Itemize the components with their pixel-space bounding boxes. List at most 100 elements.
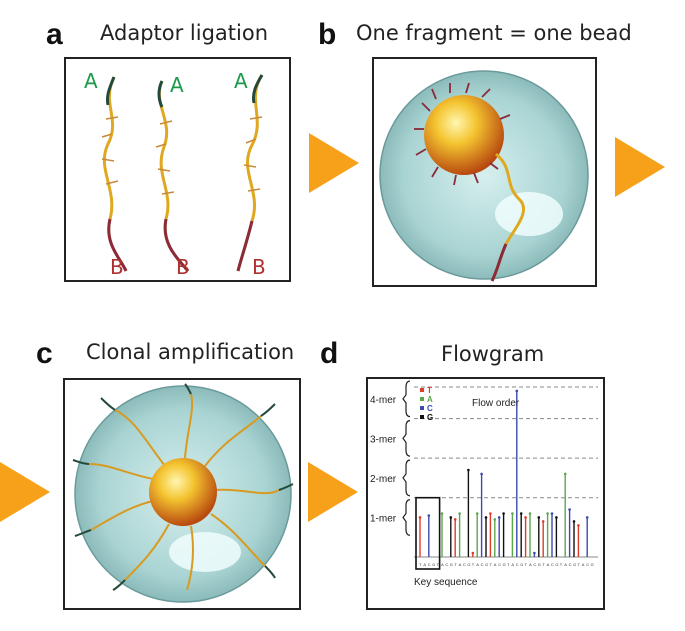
x-tick-label: A [529,562,532,567]
panel-letter-c: c [36,337,53,370]
x-tick-label: T [489,562,492,567]
x-tick-label: T [419,562,422,567]
flowgram-point [546,512,549,515]
flowgram-point [502,512,505,515]
x-tick-label: G [450,562,453,567]
y-tick-label: 1-mer [370,513,397,524]
legend-label: C [427,404,433,413]
key-sequence-box [415,496,441,570]
x-tick-label: T [472,562,475,567]
adaptor-label-b-1: B [110,255,124,279]
flowgram-point [563,472,567,476]
flowgram-point [480,472,483,476]
y-tick-label: 3-mer [370,434,397,445]
flowgram-point [555,516,558,519]
x-tick-label: T [525,562,528,567]
flowgram-point [577,524,580,527]
flowgram-point [458,512,461,515]
panel-title-b: One fragment = one bead [356,21,632,45]
x-tick-label: A [476,562,479,567]
panel-letter-d: d [320,337,339,370]
flowgram-point [550,512,554,515]
y-brace [402,380,411,418]
x-tick-label: C [445,562,448,567]
arrow-right-icon-4 [308,462,358,522]
x-tick-label: A [564,562,567,567]
x-tick-label: C [428,562,431,567]
dna-strand-1 [102,76,128,272]
x-tick-label: G [503,562,506,567]
legend-label: A [427,395,433,404]
x-tick-label: C [516,562,519,567]
x-tick-label: A [511,562,514,567]
x-tick-label: A [423,562,426,567]
panel-title-a: Adaptor ligation [100,21,269,45]
flowgram-point [453,518,457,521]
flowgram-point [427,514,431,517]
droplet-with-bead [379,70,589,282]
flowgram-point [484,516,488,519]
x-tick-label: C [463,562,466,567]
flowgram-point [537,516,541,519]
adaptor-label-a-3: A [234,69,248,93]
y-brace [402,459,411,497]
arrow-right-icon-2 [615,137,665,197]
x-tick-label: C [481,562,484,567]
flowgram-point [524,516,527,519]
legend-swatch [420,388,424,392]
x-tick-label: T [542,562,545,567]
adaptor-label-a-2: A [170,73,184,97]
panel-letter-b: b [318,18,337,51]
flowgram-point [515,389,519,393]
x-tick-label: T [560,562,563,567]
x-tick-label: G [432,562,435,567]
flowgram-point [572,520,576,523]
y-brace [402,499,411,536]
arrow-right-icon-3 [0,462,50,522]
x-tick-label: A [459,562,462,567]
panel-title-c: Clonal amplification [86,340,295,364]
flowgram-point [511,512,514,515]
y-tick-label: 2-mer [370,474,397,485]
panel-b-box [372,57,597,287]
flowgram-point [489,512,492,515]
flowgram-point [568,508,571,511]
flowgram-point [449,516,453,519]
x-tick-label: T [454,562,457,567]
x-tick-label: G [485,562,488,567]
flowgram-point [475,512,479,515]
x-tick-label: T [577,562,580,567]
x-tick-label: G [591,562,594,567]
x-tick-label: A [582,562,585,567]
legend-label: T [427,386,432,395]
key-sequence-label: Key sequence [414,577,478,588]
flowgram-point [418,516,422,519]
flowgram-point [533,551,536,555]
x-tick-label: C [498,562,501,567]
x-tick-label: C [586,562,589,567]
panel-c-box [63,378,301,610]
x-tick-label: T [507,562,510,567]
flowgram-point [585,516,589,519]
legend-swatch [420,415,424,419]
flowgram-point [519,512,523,515]
flowgram-point [471,551,475,555]
droplet-with-amplified-bead [72,383,294,603]
legend-title: Flow order [472,398,520,409]
panel-a-box: A A A B B B [64,57,291,282]
x-tick-label: A [441,562,444,567]
dna-strands-illustration [101,74,264,272]
flowgram-point [467,468,470,472]
y-tick-label: 4-mer [370,395,397,406]
x-tick-label: C [551,562,554,567]
x-tick-label: G [538,562,541,567]
adaptor-label-b-2: B [176,255,190,279]
flowgram-point [440,512,444,515]
arrow-right-icon [309,133,359,193]
legend-swatch [420,397,424,401]
flowgram-point [497,516,501,519]
legend-label: G [427,413,433,422]
y-brace [402,420,411,457]
x-tick-label: C [569,562,572,567]
